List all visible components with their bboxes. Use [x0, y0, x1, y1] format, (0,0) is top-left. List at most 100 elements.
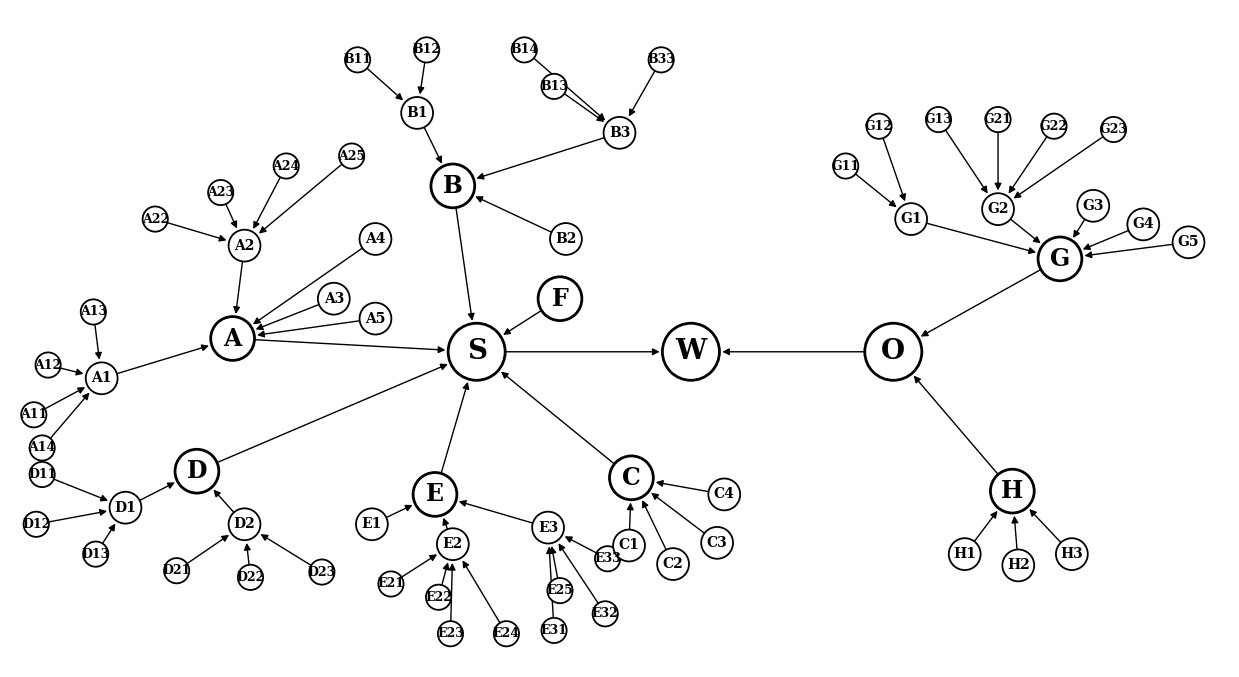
Ellipse shape [990, 469, 1035, 513]
Text: A11: A11 [20, 408, 47, 421]
Ellipse shape [229, 508, 260, 540]
Ellipse shape [866, 114, 892, 139]
Text: G12: G12 [865, 120, 893, 133]
Ellipse shape [431, 164, 475, 208]
Ellipse shape [30, 435, 55, 460]
Ellipse shape [1078, 190, 1109, 222]
Ellipse shape [541, 74, 566, 99]
Ellipse shape [274, 154, 299, 179]
Text: B3: B3 [608, 126, 631, 140]
Text: C2: C2 [663, 557, 684, 571]
Ellipse shape [512, 37, 536, 62]
Ellipse shape [356, 508, 388, 540]
Text: A: A [223, 326, 242, 351]
Text: D12: D12 [22, 518, 51, 531]
Ellipse shape [81, 299, 107, 324]
Ellipse shape [85, 362, 118, 394]
Ellipse shape [437, 621, 463, 647]
Ellipse shape [548, 578, 572, 603]
Text: D: D [187, 459, 207, 483]
Ellipse shape [533, 512, 564, 544]
Text: G13: G13 [924, 113, 953, 126]
Ellipse shape [21, 402, 46, 427]
Text: E21: E21 [378, 577, 404, 590]
Text: G22: G22 [1040, 120, 1068, 133]
Ellipse shape [30, 462, 55, 487]
Ellipse shape [896, 203, 927, 235]
Ellipse shape [949, 538, 980, 570]
Ellipse shape [1042, 114, 1067, 139]
Ellipse shape [865, 323, 922, 380]
Text: D21: D21 [162, 564, 191, 577]
Ellipse shape [1038, 237, 1082, 281]
Ellipse shape [164, 558, 190, 584]
Ellipse shape [24, 512, 48, 537]
Ellipse shape [359, 223, 392, 255]
Ellipse shape [1002, 550, 1035, 582]
Text: D1: D1 [114, 501, 136, 515]
Text: A1: A1 [92, 371, 112, 385]
Text: G5: G5 [1178, 236, 1199, 249]
Text: G11: G11 [831, 160, 860, 173]
Text: B12: B12 [413, 43, 441, 56]
Ellipse shape [603, 117, 636, 149]
Ellipse shape [926, 107, 952, 132]
Ellipse shape [663, 323, 720, 380]
Text: A5: A5 [366, 311, 385, 326]
Text: A14: A14 [28, 441, 56, 454]
Text: H2: H2 [1007, 559, 1030, 572]
Text: B: B [442, 174, 463, 198]
Text: A3: A3 [323, 292, 344, 306]
Ellipse shape [610, 456, 653, 500]
Ellipse shape [229, 230, 260, 261]
Ellipse shape [142, 206, 167, 232]
Text: B11: B11 [343, 53, 372, 66]
Text: D2: D2 [234, 517, 255, 531]
Text: D13: D13 [82, 548, 110, 561]
Text: B13: B13 [540, 80, 567, 93]
Text: C3: C3 [706, 536, 727, 550]
Text: H1: H1 [953, 547, 976, 561]
Text: E31: E31 [540, 624, 567, 637]
Ellipse shape [401, 97, 434, 129]
Ellipse shape [109, 492, 141, 523]
Ellipse shape [211, 317, 254, 360]
Text: E3: E3 [538, 521, 559, 535]
Text: E24: E24 [493, 627, 520, 640]
Text: E23: E23 [437, 627, 463, 640]
Text: E22: E22 [425, 591, 452, 604]
Ellipse shape [648, 47, 674, 72]
Text: C1: C1 [618, 538, 639, 552]
Ellipse shape [426, 585, 451, 610]
Text: D11: D11 [28, 468, 56, 481]
Ellipse shape [414, 37, 440, 62]
Ellipse shape [413, 473, 457, 517]
Text: G2: G2 [987, 202, 1009, 216]
Ellipse shape [238, 565, 263, 590]
Ellipse shape [657, 548, 689, 580]
Text: G4: G4 [1132, 217, 1154, 232]
Text: B1: B1 [406, 106, 427, 120]
Text: W: W [675, 338, 706, 366]
Text: E32: E32 [592, 607, 618, 620]
Text: D23: D23 [307, 565, 336, 579]
Ellipse shape [541, 618, 566, 643]
Ellipse shape [1172, 226, 1204, 258]
Ellipse shape [592, 601, 618, 626]
Text: A2: A2 [234, 238, 255, 253]
Ellipse shape [1127, 209, 1160, 240]
Ellipse shape [344, 47, 370, 72]
Ellipse shape [985, 107, 1011, 132]
Text: G3: G3 [1083, 199, 1104, 213]
Ellipse shape [36, 353, 61, 378]
Ellipse shape [175, 450, 219, 493]
Ellipse shape [833, 154, 859, 179]
Text: F: F [551, 286, 569, 311]
Ellipse shape [318, 283, 349, 315]
Ellipse shape [595, 546, 621, 571]
Text: S: S [467, 338, 487, 366]
Text: A13: A13 [79, 305, 107, 318]
Text: B2: B2 [555, 232, 576, 246]
Text: B14: B14 [510, 43, 538, 56]
Text: G21: G21 [984, 113, 1012, 126]
